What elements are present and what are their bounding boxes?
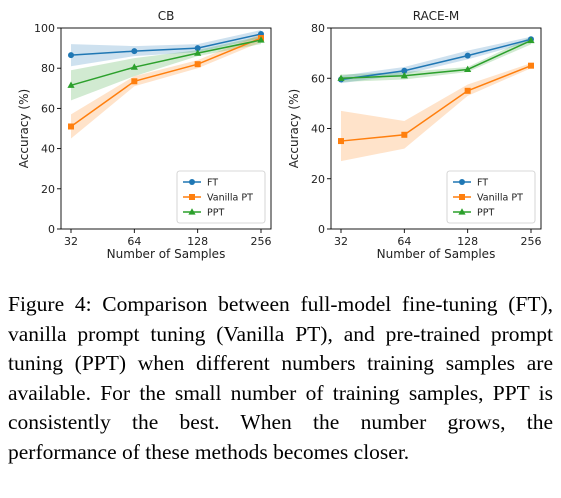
band-vanilla-pt	[71, 34, 261, 139]
y-tick-label: 60	[41, 102, 55, 115]
point-ppt	[67, 81, 75, 88]
legend-label: PPT	[207, 208, 224, 219]
point-ppt	[130, 63, 138, 70]
line-ppt	[340, 39, 532, 79]
y-tick-label: 20	[311, 173, 325, 186]
legend-marker	[189, 194, 195, 200]
y-axis-label: Accuracy (%)	[287, 89, 301, 168]
legend-label: Vanilla PT	[477, 193, 523, 204]
chart-1: CB 0 20 40 60 80 100 32 64 128 256 Number of Sample…	[17, 9, 272, 261]
line-ft	[70, 33, 262, 56]
line-ppt	[70, 39, 262, 87]
point-ft	[68, 52, 74, 59]
x-tick-label: 128	[457, 235, 478, 248]
plot-frame	[60, 27, 272, 230]
point-ppt	[527, 36, 535, 44]
band-ft	[341, 36, 531, 84]
point-ft	[401, 67, 408, 74]
point-vanilla-pt	[131, 78, 138, 85]
point-vanilla-pt	[338, 138, 344, 145]
legend: FT Vanilla PT PPT	[446, 170, 536, 224]
y-tick-label: 100	[34, 22, 55, 35]
point-ppt	[337, 74, 345, 81]
x-tick-label: 32	[64, 235, 78, 248]
legend: FT Vanilla PT PPT	[176, 170, 266, 224]
legend-marker	[188, 208, 196, 215]
point-vanilla-pt	[401, 131, 408, 138]
legend-marker	[459, 179, 465, 185]
y-tick-label: 60	[311, 72, 325, 85]
x-axis-label: Number of Samples	[107, 247, 226, 261]
point-ft	[131, 48, 138, 55]
line-vanilla-pt	[70, 37, 262, 128]
point-ft	[464, 52, 471, 59]
point-vanilla-pt	[194, 61, 201, 68]
point-ppt	[464, 65, 472, 73]
y-tick-label: 0	[48, 223, 55, 236]
chart-title: CB	[158, 9, 175, 23]
legend-label: Vanilla PT	[207, 193, 253, 204]
legend-marker	[459, 194, 465, 200]
point-ft	[194, 45, 201, 52]
point-vanilla-pt	[464, 87, 471, 94]
band-ppt	[71, 36, 261, 101]
legend-box	[176, 170, 266, 224]
legend-box	[446, 170, 536, 224]
charts-canvas: CB 0 20 40 60 80 100 32 64 128 256 Number of Sample…	[17, 9, 542, 261]
point-ppt	[400, 71, 408, 79]
legend-label: FT	[477, 178, 488, 189]
chart-title: RACE-M	[413, 9, 460, 23]
x-tick-label: 32	[334, 235, 348, 248]
x-tick-label: 256	[521, 235, 542, 248]
y-tick-label: 40	[311, 123, 325, 136]
band-ft	[71, 30, 261, 67]
legend-marker	[189, 179, 195, 185]
y-tick-label: 80	[311, 22, 325, 35]
figure: CB 0 20 40 60 80 100 32 64 128 256 Number of Sample…	[17, 9, 542, 261]
y-tick-label: 40	[41, 143, 55, 156]
y-axis-label: Accuracy (%)	[17, 89, 31, 168]
point-vanilla-pt	[68, 123, 74, 130]
y-tick-label: 20	[41, 183, 55, 196]
point-ppt	[194, 49, 202, 56]
legend-label: FT	[207, 178, 218, 189]
legend-label: PPT	[477, 208, 494, 219]
y-tick-label: 80	[41, 62, 55, 75]
x-tick-label: 64	[397, 235, 411, 248]
x-tick-label: 64	[127, 235, 141, 248]
x-tick-label: 128	[187, 235, 208, 248]
line-ft	[340, 38, 532, 81]
x-axis-label: Number of Samples	[377, 247, 496, 261]
x-tick-label: 256	[251, 235, 272, 248]
figure-caption: Figure 4: Comparison between full-model …	[8, 292, 553, 464]
line-vanilla-pt	[340, 64, 532, 142]
point-vanilla-pt	[528, 62, 534, 69]
chart-2: RACE-M 0 20 40 60 80 32 64 128 256 Number of Sampl…	[287, 9, 542, 261]
legend-marker	[458, 208, 466, 215]
point-ppt	[257, 36, 265, 43]
y-tick-label: 0	[318, 223, 325, 236]
